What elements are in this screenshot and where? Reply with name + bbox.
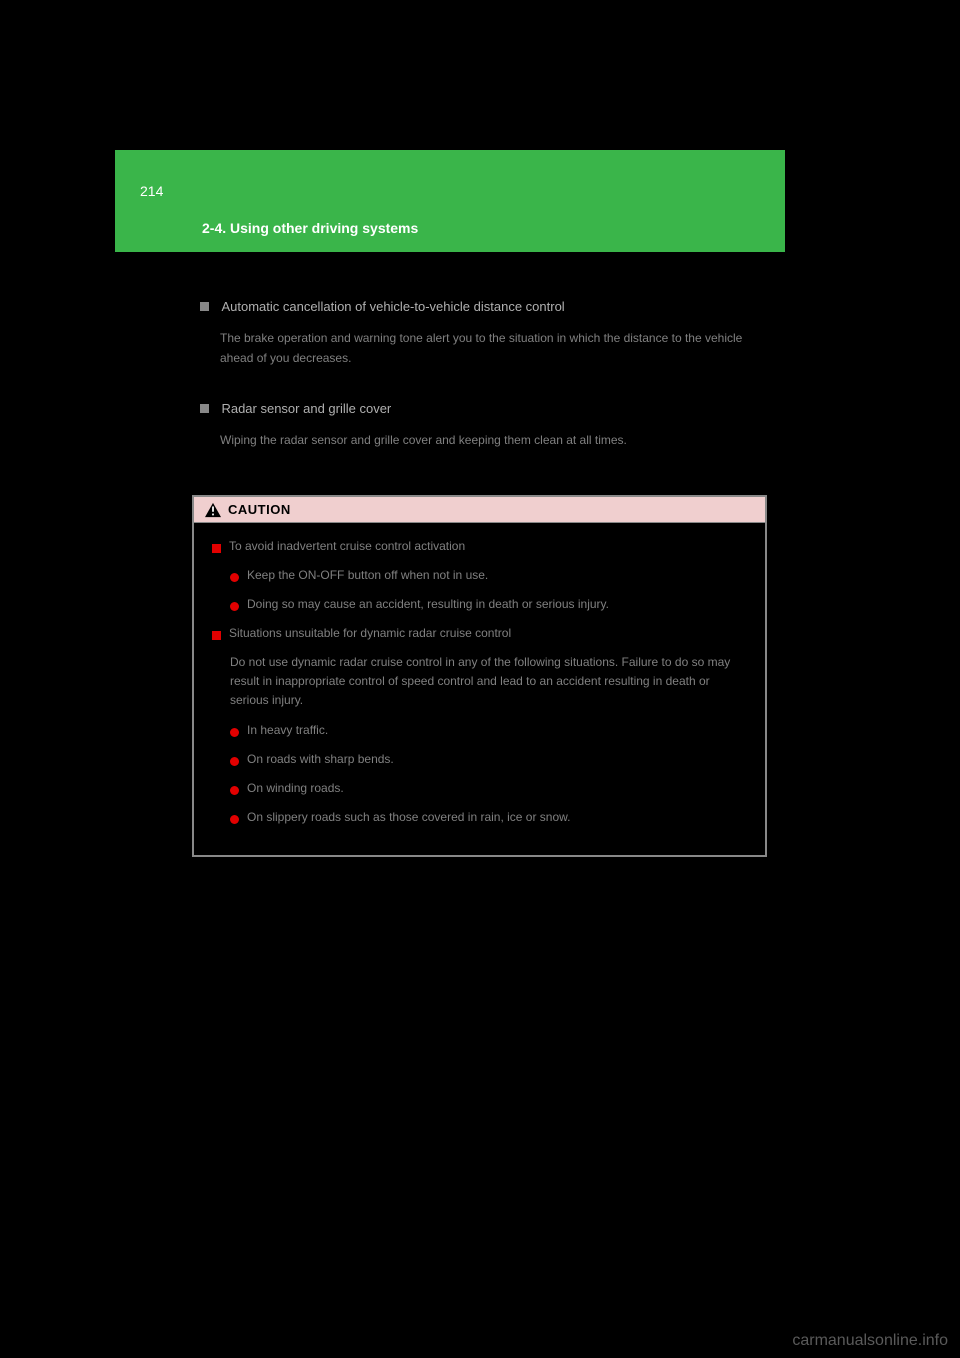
section2-title: Radar sensor and grille cover [221,401,391,416]
caution-item: Doing so may cause an accident, resultin… [230,595,747,616]
header-band [115,150,785,252]
caution-text: To avoid inadvertent cruise control acti… [229,537,465,556]
caution-text: In heavy traffic. [247,721,328,740]
section1-title: Automatic cancellation of vehicle-to-veh… [221,299,564,314]
section-title-row: Automatic cancellation of vehicle-to-veh… [200,298,760,316]
square-bullet-red-icon [212,631,221,640]
section-radar-sensor: Radar sensor and grille cover Wiping the… [200,400,760,450]
square-bullet-icon [200,302,209,311]
circle-bullet-red-icon [230,573,239,582]
circle-bullet-red-icon [230,602,239,611]
caution-subitem: On winding roads. [230,779,747,800]
circle-bullet-red-icon [230,815,239,824]
section1-body: The brake operation and warning tone ale… [220,328,760,369]
page-number: 214 [140,183,163,199]
caution-item: Situations unsuitable for dynamic radar … [212,624,747,645]
caution-text: Keep the ON-OFF button off when not in u… [247,566,488,585]
caution-text: On roads with sharp bends. [247,750,394,769]
caution-text: Situations unsuitable for dynamic radar … [229,624,511,643]
caution-item: Keep the ON-OFF button off when not in u… [230,566,747,587]
caution-paragraph: Do not use dynamic radar cruise control … [230,653,747,711]
caution-text: Doing so may cause an accident, resultin… [247,595,609,614]
warning-triangle-icon [204,502,222,518]
watermark: carmanualsonline.info [792,1332,948,1350]
caution-item: To avoid inadvertent cruise control acti… [212,537,747,558]
caution-subitem: On slippery roads such as those covered … [230,808,747,829]
section-auto-cancel: Automatic cancellation of vehicle-to-veh… [200,298,760,369]
section-header: 2-4. Using other driving systems [202,220,418,236]
caution-body: To avoid inadvertent cruise control acti… [194,523,765,855]
caution-header: CAUTION [194,497,765,523]
caution-box: CAUTION To avoid inadvertent cruise cont… [192,495,767,857]
caution-text: On slippery roads such as those covered … [247,808,571,827]
caution-subitem: In heavy traffic. [230,721,747,742]
circle-bullet-red-icon [230,757,239,766]
section-title-row: Radar sensor and grille cover [200,400,760,418]
circle-bullet-red-icon [230,786,239,795]
circle-bullet-red-icon [230,728,239,737]
caution-text: On winding roads. [247,779,344,798]
caution-subitem: On roads with sharp bends. [230,750,747,771]
square-bullet-red-icon [212,544,221,553]
square-bullet-icon [200,404,209,413]
section2-body: Wiping the radar sensor and grille cover… [220,430,760,450]
caution-label: CAUTION [228,502,291,517]
